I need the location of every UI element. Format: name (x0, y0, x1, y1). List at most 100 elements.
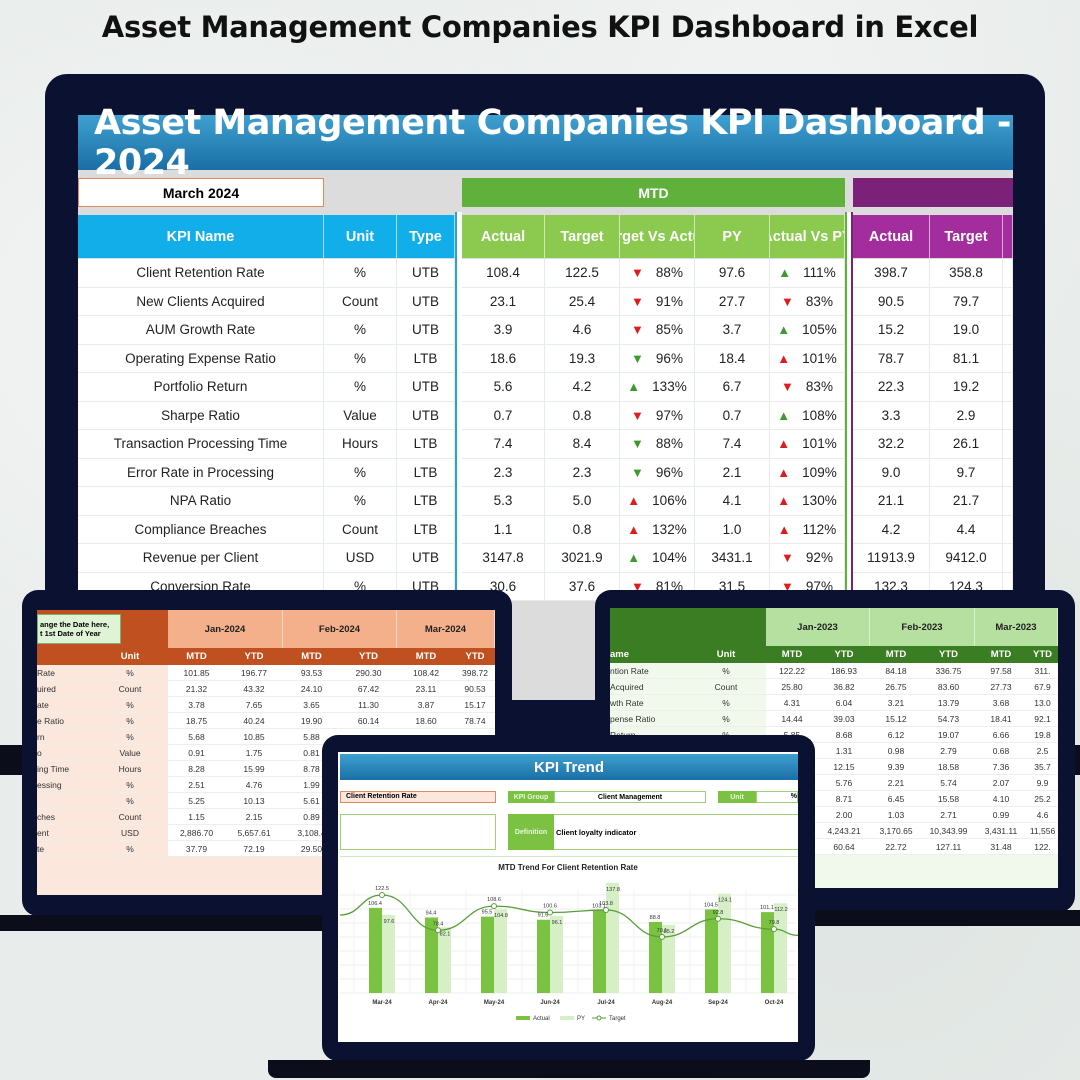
value: 336.75 (922, 663, 975, 679)
value: 31.48 (975, 839, 1027, 855)
kpi-name: e Ratio (37, 713, 92, 729)
ytd-target: 9.7 (930, 458, 1003, 487)
value: Hours (92, 761, 168, 777)
sub-header: YTD (225, 648, 283, 665)
value: 2.71 (922, 807, 975, 823)
mtd-target-vs-actual: ▼ 88% (620, 430, 695, 459)
mtd-py: 18.4 (695, 344, 770, 373)
ytd-actual: 78.7 (853, 344, 930, 373)
value: 398.72 (455, 665, 495, 681)
ytd-actual: 22.3 (853, 373, 930, 402)
value: 6.04 (818, 695, 870, 711)
month-selector[interactable]: March 2024 (78, 178, 324, 207)
kpi-type: LTB (397, 344, 455, 373)
kpi-name: te (37, 841, 92, 857)
value: 67.42 (340, 681, 397, 697)
sub-header: YTD (818, 646, 870, 663)
mtd-py: 0.7 (695, 401, 770, 430)
ytd-more (1003, 316, 1013, 345)
value: 11.30 (340, 697, 397, 713)
value: 60.64 (818, 839, 870, 855)
kpi-select-dropdown[interactable]: Client Retention Rate (340, 791, 496, 803)
value: 13.0 (1027, 695, 1058, 711)
value: 1.03 (870, 807, 922, 823)
ytd-target: 358.8 (930, 259, 1003, 288)
x-tick-label: Sep-24 (708, 1000, 728, 1006)
value: 18.75 (168, 713, 225, 729)
value: 2,886.70 (168, 825, 225, 841)
ytd-actual: 32.2 (853, 430, 930, 459)
target-point (435, 927, 441, 934)
arrow-up-icon: ▲ (777, 493, 791, 509)
header-mtd-4: Actual Vs PY (770, 215, 845, 258)
kpi-name: New Clients Acquired (78, 287, 324, 316)
header-kpi-name: KPI Name (78, 215, 324, 258)
value: 6.45 (870, 791, 922, 807)
mtd-actual: 1.1 (462, 515, 545, 544)
kpi-name: Rate (37, 665, 92, 681)
value: 1.75 (225, 745, 283, 761)
bar-py (774, 903, 787, 993)
target-point (379, 892, 385, 898)
kpi-name: ches (37, 809, 92, 825)
mtd-py: 97.6 (695, 259, 770, 288)
value: 78.74 (455, 713, 495, 729)
value: 2.00 (818, 807, 870, 823)
kpi-trend-banner: KPI Trend (340, 754, 798, 780)
kpi-unit: Value (324, 401, 397, 430)
mtd-target: 0.8 (545, 515, 620, 544)
mtd-target-vs-actual: ▲ 106% (620, 487, 695, 516)
kpi-name: wth Rate (610, 695, 686, 711)
label-target: 100.6 (543, 904, 557, 910)
label-py: 85.2 (664, 929, 675, 935)
value: 25.80 (766, 679, 818, 695)
month-header: Feb-2023 (870, 608, 975, 646)
mtd-target: 5.0 (545, 487, 620, 516)
value: 2.15 (225, 809, 283, 825)
mtd-py: 3431.1 (695, 544, 770, 573)
value: 3.87 (397, 697, 455, 713)
value: % (92, 697, 168, 713)
mtd-actual-vs-py: ▲ 105% (770, 316, 845, 345)
divider (845, 212, 853, 702)
value: 2.79 (922, 743, 975, 759)
info-box (340, 814, 496, 850)
value: 4.31 (766, 695, 818, 711)
value: Count (686, 679, 766, 695)
label-target: 92.8 (713, 910, 724, 916)
sub-header: YTD (922, 646, 975, 663)
value: USD (92, 825, 168, 841)
kpi-type: UTB (397, 287, 455, 316)
value: 6.66 (975, 727, 1027, 743)
label-py: 137.8 (606, 887, 620, 893)
kpi-name: Client Retention Rate (78, 259, 324, 288)
label-target: 122.5 (375, 886, 389, 892)
arrow-down-icon: ▼ (781, 293, 794, 309)
value: 0.99 (975, 807, 1027, 823)
month-header: Feb-2024 (283, 610, 397, 648)
value: 1.15 (168, 809, 225, 825)
ytd-target: 19.2 (930, 373, 1003, 402)
value: 15.58 (922, 791, 975, 807)
ytd-more (1003, 259, 1013, 288)
header-unit: Unit (324, 215, 397, 258)
value: % (686, 711, 766, 727)
legend-actual: Actual (533, 1016, 550, 1022)
bar-actual (369, 907, 382, 993)
kpi-name: Error Rate in Processing (78, 458, 324, 487)
value: % (92, 665, 168, 681)
value: 6.12 (870, 727, 922, 743)
target-line (339, 894, 798, 938)
arrow-down-icon: ▼ (631, 265, 644, 281)
label-py: 124.1 (718, 898, 732, 904)
definition-value: Client loyalty indicator (554, 814, 798, 850)
sub-header: Unit (686, 646, 766, 663)
mtd-actual: 23.1 (462, 287, 545, 316)
ytd-more (1003, 401, 1013, 430)
arrow-down-icon: ▼ (631, 350, 644, 366)
arrow-down-icon: ▼ (781, 550, 794, 566)
ytd-actual: 21.1 (853, 487, 930, 516)
label-py: 112.2 (774, 907, 787, 913)
ytd-more (1003, 287, 1013, 316)
value: 21.32 (168, 681, 225, 697)
